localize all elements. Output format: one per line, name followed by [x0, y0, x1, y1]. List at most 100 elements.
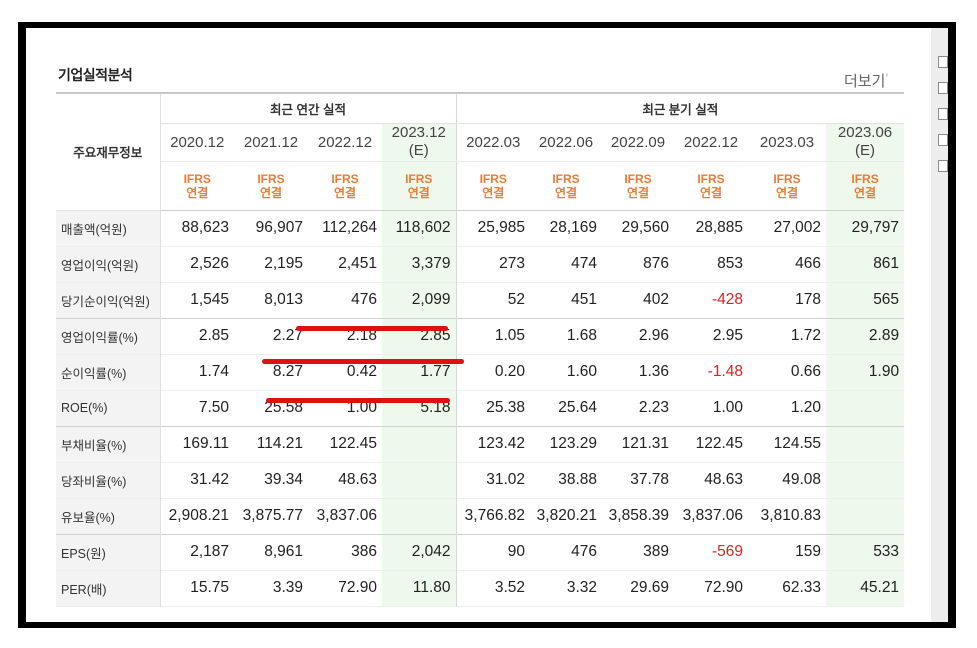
table-cell: 2,526 [190, 255, 229, 272]
estimate-marker: (E) [408, 142, 429, 159]
ifrs-badge: IFRS 연결 [826, 161, 905, 211]
table-row: 당좌비율(%) 31.42 39.34 48.63 31.02 38.88 37.78 48.… [56, 462, 905, 498]
table-cell: 2,099 [382, 282, 457, 318]
table-row: 당기순이익(억원) 1,545 8,013 476 2,099 52 451 402 -428 1… [56, 282, 905, 318]
table-cell: 2.23 [638, 399, 670, 416]
table-cell: 1.68 [566, 327, 598, 344]
table-cell: 3,810.83 [760, 507, 822, 524]
table-cell: 1.90 [826, 354, 905, 390]
ifrs-label: IFRS [479, 171, 507, 186]
row-header-label: 주요재무정보 [56, 92, 161, 211]
table-cell: 386 [351, 543, 377, 560]
period-header: 2022.03 [455, 123, 531, 162]
ifrs-label: IFRS [257, 171, 285, 186]
table-cell: 29,560 [621, 219, 670, 236]
table-cell: 121.31 [621, 435, 670, 452]
table-cell: 7.50 [198, 399, 229, 416]
table-cell [826, 498, 905, 534]
table-cell: 25,985 [455, 210, 531, 246]
group-header-annual: 최근 연간 실적 [160, 92, 457, 124]
table-cell: 118,602 [382, 210, 457, 246]
side-strip [931, 28, 948, 622]
table-cell: 88,623 [181, 219, 229, 236]
row-label: 영업이익률(%) [56, 318, 161, 354]
table-cell [382, 498, 457, 534]
table-cell [382, 462, 457, 498]
table-cell: 31.02 [455, 462, 531, 498]
table-cell: 25.58 [264, 399, 303, 416]
period-header: 2020.12 [160, 123, 234, 162]
table-cell: 25.38 [455, 390, 531, 426]
consolidated-label: 연결 [626, 185, 650, 200]
period-header: 2023.03 [748, 123, 827, 162]
consolidated-label: 연결 [554, 185, 578, 200]
period-header: 2023.12 (E) [382, 123, 457, 162]
table-cell: 2.89 [826, 318, 905, 354]
table-cell: 45.21 [826, 570, 905, 606]
section-title: 기업실적분석 [58, 67, 133, 83]
table-cell [826, 426, 905, 462]
table-cell: 112,264 [322, 219, 377, 236]
table-cell: 96,907 [255, 219, 303, 236]
table-cell: 3,837.06 [682, 507, 744, 524]
period-header: 2023.06 (E) [826, 123, 905, 162]
table-cell: 0.66 [790, 363, 822, 380]
more-label: 더보기 [844, 73, 886, 90]
table-cell: 2.95 [712, 327, 744, 344]
row-label: 당기순이익(억원) [56, 282, 161, 318]
table-cell: 861 [826, 246, 905, 282]
red-underline-mark [262, 359, 464, 364]
ifrs-label: IFRS [183, 171, 211, 186]
table-cell: 474 [571, 255, 598, 272]
table-cell: 178 [795, 291, 822, 308]
table-cell: 3.39 [272, 579, 303, 596]
period-header: 2022.09 [602, 123, 675, 162]
table-row: PER(배) 15.75 3.39 72.90 11.80 3.52 3.32 29.69 72… [56, 570, 905, 606]
table-cell: 28,885 [695, 219, 744, 236]
table-cell: -1.48 [707, 363, 744, 380]
ifrs-badge: IFRS 연결 [530, 161, 603, 211]
side-checkbox[interactable] [938, 134, 948, 146]
table-cell: 159 [795, 543, 822, 560]
table-cell: 122.45 [695, 435, 744, 452]
table-row: ROE(%) 7.50 25.58 1.00 5.18 25.38 25.64 2.23 1.0… [56, 390, 905, 426]
side-checkbox[interactable] [938, 108, 948, 120]
table-cell: 1,545 [190, 291, 229, 308]
table-cell: 2.96 [638, 327, 670, 344]
ifrs-badge: IFRS 연결 [748, 161, 827, 211]
table-cell: 124.55 [773, 435, 822, 452]
table-row: 유보율(%) 2,908.21 3,875.77 3,837.06 3,766.82 3,… [56, 498, 905, 534]
table-cell: 123.29 [549, 435, 598, 452]
table-cell: 29,797 [826, 210, 905, 246]
table-cell: 31.42 [190, 471, 229, 488]
table-cell: 2.85 [198, 327, 229, 344]
table-cell: 1.00 [346, 399, 377, 416]
table-cell: 1.20 [790, 399, 822, 416]
period-label: 2023.06 [837, 124, 893, 141]
table-cell: 3,766.82 [455, 498, 531, 534]
ifrs-badge: IFRS 연결 [234, 161, 308, 211]
table-cell: 72.90 [704, 579, 744, 596]
consolidated-label: 연결 [333, 185, 357, 200]
table-row: 영업이익률(%) 2.85 2.27 2.18 2.85 1.05 1.68 2.96 2.95… [56, 318, 905, 354]
row-label: 영업이익(억원) [56, 246, 161, 282]
period-header: 2022.12 [308, 123, 382, 162]
table-cell [826, 390, 905, 426]
table-cell: 15.75 [190, 579, 229, 596]
table-cell: 48.63 [704, 471, 744, 488]
ifrs-label: IFRS [697, 171, 725, 186]
ifrs-badge: IFRS 연결 [382, 161, 457, 211]
table-cell: 38.88 [558, 471, 598, 488]
period-header: 2022.12 [674, 123, 749, 162]
consolidated-label: 연결 [853, 185, 877, 200]
ifrs-label: IFRS [624, 171, 652, 186]
table-cell: 2.18 [346, 327, 377, 344]
more-link[interactable]: 더보기› [844, 70, 888, 91]
side-checkbox[interactable] [938, 56, 948, 68]
table-cell [382, 426, 457, 462]
table-cell: 3.32 [566, 579, 598, 596]
side-checkbox[interactable] [938, 160, 948, 172]
table-cell: 1.05 [455, 318, 531, 354]
table-cell: 8.27 [272, 363, 303, 380]
side-checkbox[interactable] [938, 82, 948, 94]
